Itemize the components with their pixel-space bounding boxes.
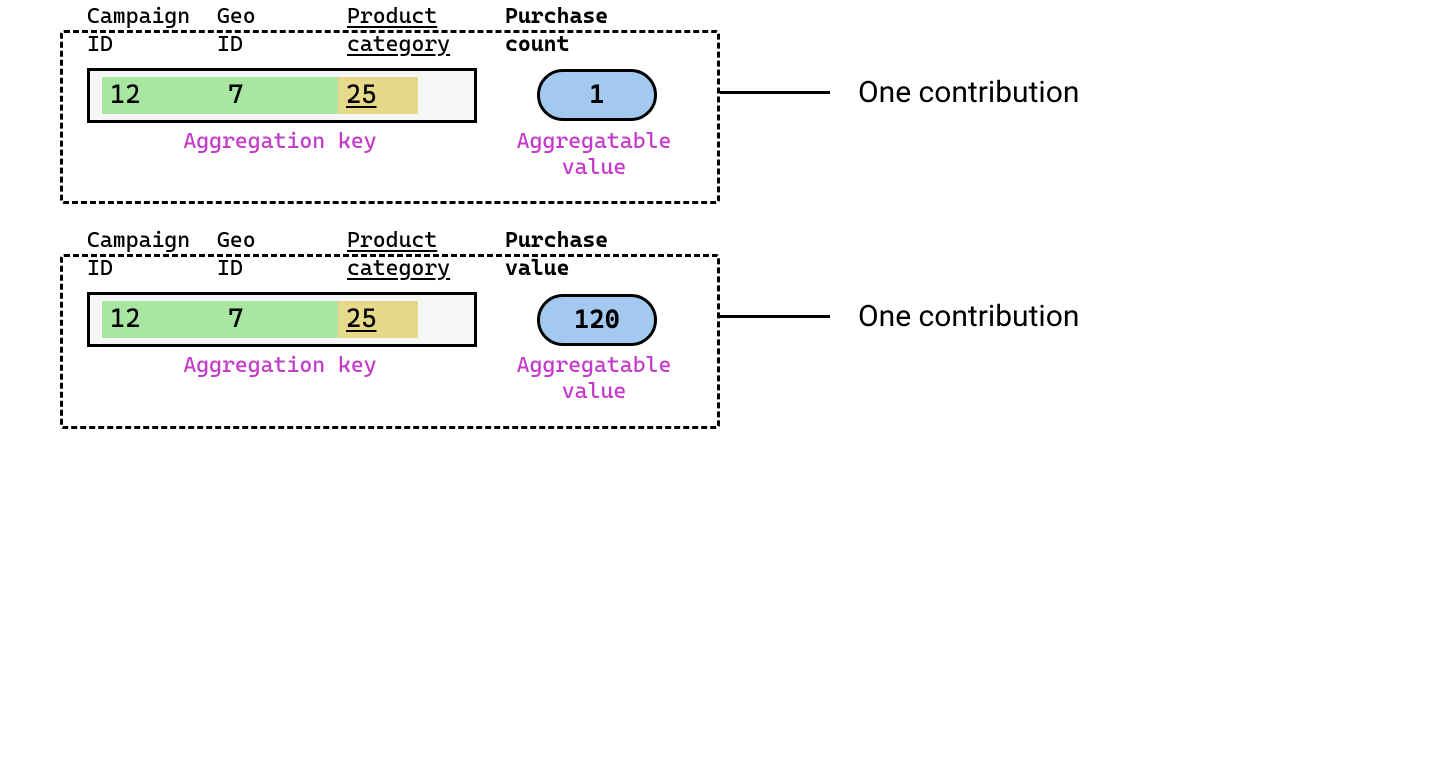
caption-aggregation-key: Aggregation key — [87, 353, 473, 406]
caption-aggregatable-value: Aggregatablevalue — [495, 129, 693, 182]
connector-line — [720, 315, 830, 318]
aggregation-key-bar: 12 7 25 — [87, 292, 477, 347]
chip-campaign-id: 12 — [102, 77, 220, 114]
contribution-box: CampaignID GeoID Productcategory Purchas… — [60, 254, 720, 428]
diagram-container: CampaignID GeoID Productcategory Purchas… — [60, 30, 1382, 429]
column-headers: CampaignID GeoID Productcategory Purchas… — [87, 227, 693, 282]
aggregation-key-bar: 12 7 25 — [87, 68, 477, 123]
contribution-label: One contribution — [858, 75, 1079, 110]
chip-product-category: 25 — [338, 77, 418, 114]
header-campaign: CampaignID — [87, 3, 217, 58]
header-metric: Purchasevalue — [505, 227, 608, 282]
contribution-label: One contribution — [858, 299, 1079, 334]
header-product: Productcategory — [347, 227, 477, 282]
data-row: 12 7 25 1 — [87, 68, 693, 123]
contribution-box: CampaignID GeoID Productcategory Purchas… — [60, 30, 720, 204]
caption-aggregatable-value: Aggregatablevalue — [495, 353, 693, 406]
data-row: 12 7 25 120 — [87, 292, 693, 347]
header-campaign: CampaignID — [87, 227, 217, 282]
header-metric: Purchasecount — [505, 3, 608, 58]
captions-row: Aggregation key Aggregatablevalue — [87, 353, 693, 406]
chip-product-category: 25 — [338, 301, 418, 338]
chip-campaign-id: 12 — [102, 301, 220, 338]
captions-row: Aggregation key Aggregatablevalue — [87, 129, 693, 182]
connector-line — [720, 91, 830, 94]
aggregatable-value-pill: 1 — [537, 69, 657, 121]
contribution-row: CampaignID GeoID Productcategory Purchas… — [60, 30, 1382, 204]
caption-aggregation-key: Aggregation key — [87, 129, 473, 182]
chip-geo-id: 7 — [220, 301, 338, 338]
column-headers: CampaignID GeoID Productcategory Purchas… — [87, 3, 693, 58]
header-geo: GeoID — [217, 227, 347, 282]
contribution-row: CampaignID GeoID Productcategory Purchas… — [60, 254, 1382, 428]
header-product: Productcategory — [347, 3, 477, 58]
aggregatable-value-pill: 120 — [537, 294, 657, 346]
chip-geo-id: 7 — [220, 77, 338, 114]
header-geo: GeoID — [217, 3, 347, 58]
